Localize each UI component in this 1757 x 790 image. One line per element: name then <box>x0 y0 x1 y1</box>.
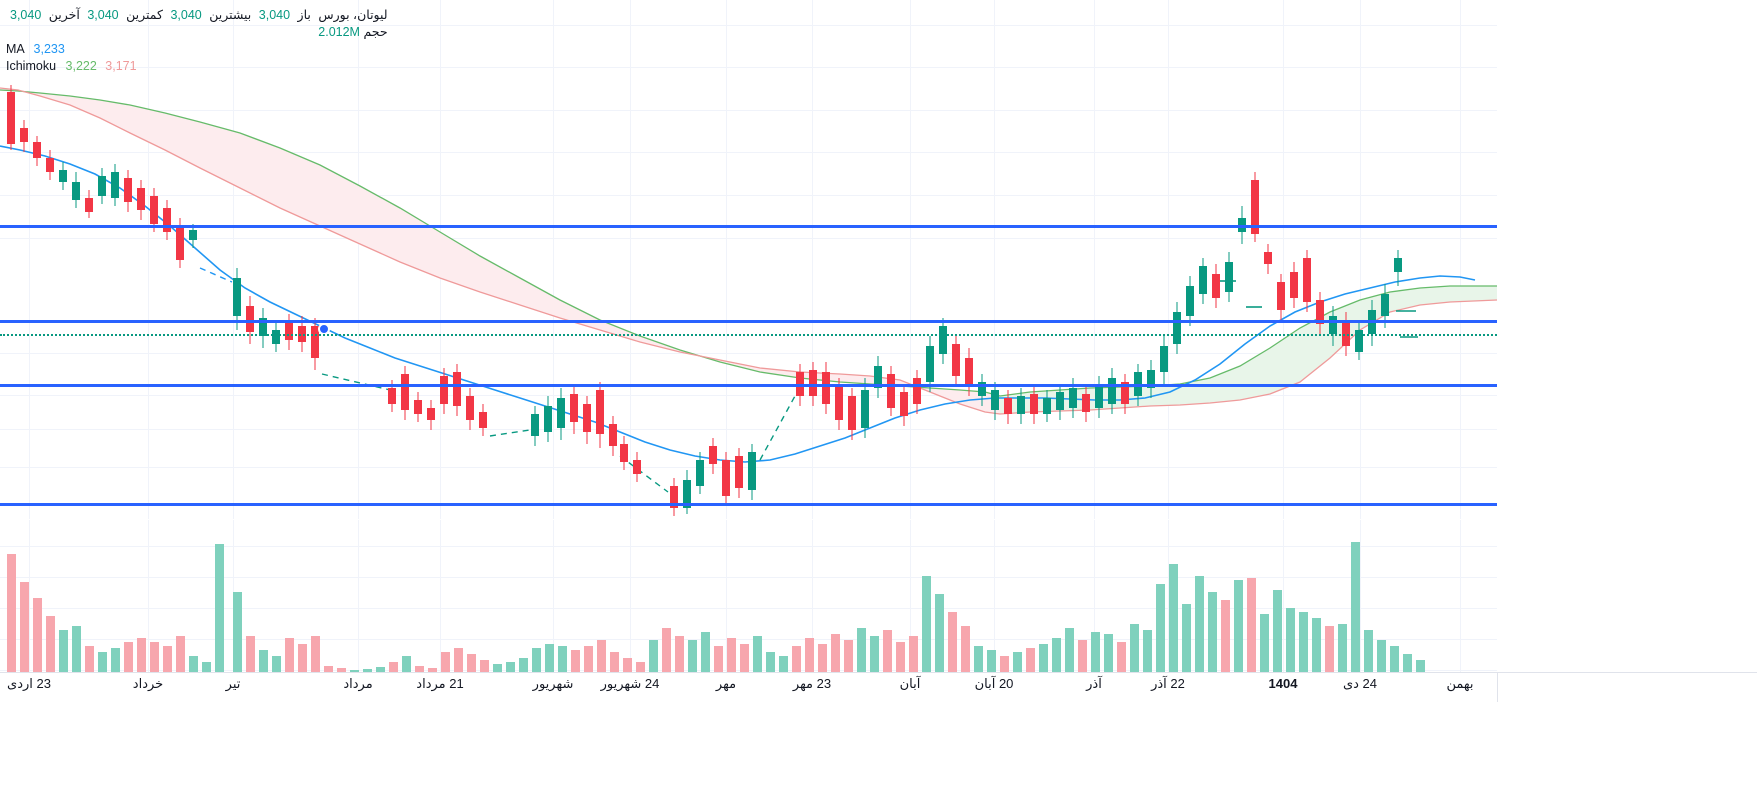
time-tick-14: 24 دی <box>1342 676 1378 691</box>
vol-gridline-v-16 <box>1460 520 1461 672</box>
vol-gridline-3 <box>0 608 1497 609</box>
time-tick-5: شهریور <box>532 676 574 691</box>
gridline-3800 <box>0 152 1497 153</box>
gridline-4000 <box>0 110 1497 111</box>
legend-close-value: 3,040 <box>10 8 42 22</box>
legend-open-value: 3,040 <box>258 8 291 22</box>
vol-gridline-1 <box>0 546 1497 547</box>
price-level-line-2867[interactable] <box>0 384 1497 387</box>
legend-open-label: باز <box>297 8 311 22</box>
gridline-v-16 <box>1460 0 1461 519</box>
gridline-v-2 <box>148 0 149 519</box>
legend-volume-row[interactable]: حجم 2.012M <box>6 25 388 40</box>
vol-gridline-v-14 <box>1283 520 1284 672</box>
volume-pane[interactable] <box>0 520 1497 672</box>
vol-gridline-v-7 <box>630 520 631 672</box>
ichimoku-span-a-line <box>0 89 1497 397</box>
vol-gridline-v-4 <box>358 520 359 672</box>
vol-gridline-v-12 <box>1094 520 1095 672</box>
time-tick-3: مرداد <box>343 676 373 691</box>
crosshair-marker-dot <box>318 323 330 335</box>
legend-low-value: 3,040 <box>87 8 119 22</box>
gridline-v-1 <box>29 0 30 519</box>
legend-volume-value: 2.012M <box>318 25 360 39</box>
price-level-line-2479[interactable] <box>0 503 1497 506</box>
ichimoku-span-b-line <box>0 87 1498 415</box>
legend-ichimoku-row[interactable]: Ichimoku 3,222 3,171 <box>6 59 388 74</box>
moving-average-line <box>0 145 1476 463</box>
vol-gridline-v-9 <box>812 520 813 672</box>
gridline-v-3 <box>233 0 234 519</box>
legend-ichimoku-label: Ichimoku <box>6 59 57 73</box>
vol-gridline-v-8 <box>726 520 727 672</box>
gridline-4200 <box>0 67 1497 68</box>
legend-high-label: بیشترین <box>209 8 252 22</box>
price-level-line-3095[interactable] <box>0 320 1497 323</box>
time-tick-11: آذر <box>1086 676 1102 691</box>
time-tick-7: مهر <box>715 676 737 691</box>
price-series-svg <box>0 85 1498 516</box>
time-tick-6: 24 شهریور <box>600 676 660 691</box>
time-tick-0: 23 اردی <box>7 676 51 691</box>
time-tick-8: 23 مهر <box>792 676 832 691</box>
vol-gridline-v-10 <box>910 520 911 672</box>
legend-symbol[interactable]: لیوتان، بورس <box>318 8 388 22</box>
gridline-2950 <box>0 353 1497 354</box>
legend-ohlc-row[interactable]: لیوتان، بورس باز 3,040 بیشترین 3,040 کمت… <box>6 8 388 23</box>
vol-gridline-2 <box>0 577 1497 578</box>
vol-gridline-v-2 <box>148 520 149 672</box>
volume-bars-svg <box>7 542 1425 672</box>
gridline-4400 <box>0 25 1497 26</box>
gridline-v-9 <box>812 0 813 519</box>
time-tick-4: 21 مرداد <box>416 676 464 691</box>
price-axis[interactable]: 4,400 4,200 4,000 3,800 3,600 3,400 2,95… <box>1497 0 1757 672</box>
vol-gridline-4 <box>0 639 1497 640</box>
gridline-v-6 <box>553 0 554 519</box>
gridline-2830 <box>0 395 1497 396</box>
legend-ma-label: MA <box>6 42 25 56</box>
price-pane[interactable] <box>0 0 1498 519</box>
gridline-v-10 <box>910 0 911 519</box>
time-tick-12: 22 آذر <box>1151 676 1185 691</box>
vol-gridline-v-15 <box>1360 520 1361 672</box>
time-tick-2: تیر <box>225 676 241 691</box>
vol-gridline-v-13 <box>1168 520 1169 672</box>
current-price-line-3040 <box>0 334 1497 336</box>
vol-gridline-v-6 <box>553 520 554 672</box>
legend-ma-row[interactable]: MA 3,233 <box>6 42 388 57</box>
time-tick-1: خرداد <box>132 676 164 691</box>
legend-low-label: کمترین <box>126 8 163 22</box>
gridline-v-14 <box>1283 0 1284 519</box>
vol-gridline-v-5 <box>440 520 441 672</box>
legend-high-value: 3,040 <box>170 8 202 22</box>
legend-ichimoku-span-a: 3,222 <box>65 59 97 73</box>
gridline-v-4 <box>358 0 359 519</box>
legend-volume-label: حجم <box>363 25 388 39</box>
vol-gridline-v-1 <box>29 520 30 672</box>
time-tick-15: بهمن <box>1446 676 1474 691</box>
time-tick-13: 1404 <box>1268 676 1298 691</box>
time-axis[interactable]: 23 اردی خرداد تیر مرداد 21 مرداد شهریور … <box>0 672 1497 702</box>
vol-gridline-v-11 <box>994 520 995 672</box>
gridline-3400 <box>0 238 1497 239</box>
chart-legend: لیوتان، بورس باز 3,040 بیشترین 3,040 کمت… <box>6 8 388 76</box>
gridline-3600 <box>0 195 1497 196</box>
legend-ma-value: 3,233 <box>33 42 65 56</box>
gridline-2710 <box>0 429 1497 430</box>
gridline-v-13 <box>1168 0 1169 519</box>
time-tick-10: 20 آبان <box>974 676 1014 691</box>
gridline-v-12 <box>1094 0 1095 519</box>
time-axis-separator <box>0 672 1757 673</box>
gridline-v-15 <box>1360 0 1361 519</box>
legend-close-label: آخرین <box>48 8 80 22</box>
gridline-v-11 <box>994 0 995 519</box>
ichimoku-cloud-bearish <box>0 88 1000 414</box>
volume-bars <box>7 542 1425 672</box>
time-tick-9: آبان <box>899 676 921 691</box>
price-level-line-3476[interactable] <box>0 225 1497 228</box>
gridline-v-7 <box>630 0 631 519</box>
gridline-v-8 <box>726 0 727 519</box>
legend-ichimoku-span-b: 3,171 <box>105 59 137 73</box>
